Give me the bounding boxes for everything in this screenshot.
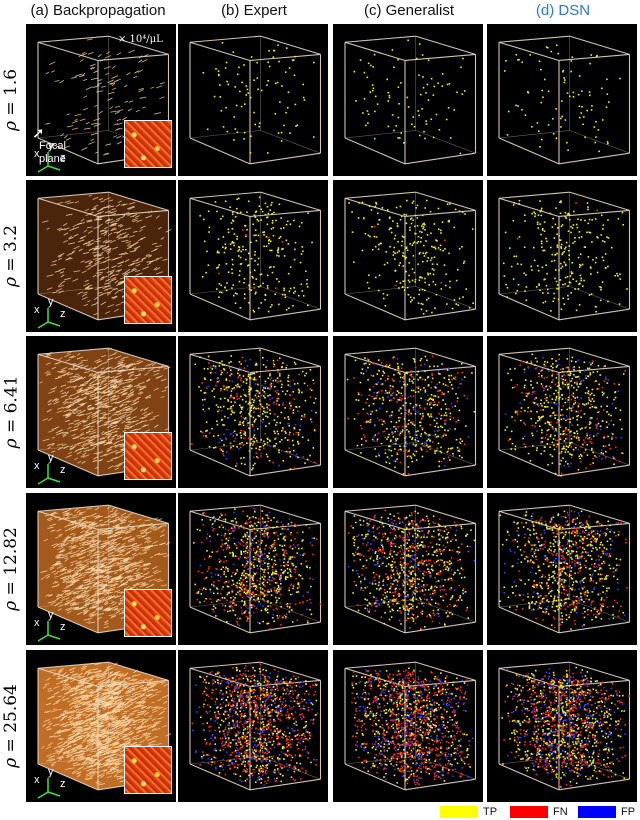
panel-generalist-row-2 [333,180,483,332]
legend-tp-swatch [440,806,478,818]
axis-x-label: x [34,304,40,316]
focal-plane-inset [124,120,172,168]
axis-triad [37,621,61,642]
legend-fp-label: FP [621,806,636,818]
panel-generalist-row-3 [333,336,483,488]
panel-dsn-row-3 [487,336,637,488]
panel-expert-row-1 [178,24,328,176]
volume-render [189,504,322,634]
panel-generalist-row-4 [333,493,483,645]
row-label-3: ρ = 6.41 [1,375,22,449]
column-header-backpropagation: (a) Backpropagation [30,2,166,19]
axis-z-label: z [60,464,66,476]
volume-render [498,661,631,791]
volume-render [344,191,477,321]
panel-expert-row-2 [178,180,328,332]
panel-expert-row-4 [178,493,328,645]
legend-fp-swatch [578,806,616,818]
row-label-1: ρ = 1.6 [1,68,22,132]
panel-generalist-row-5 [333,650,483,802]
panel-expert-row-3 [178,336,328,488]
density-unit: × 10⁴/μL [118,34,163,45]
panel-generalist-row-1 [333,24,483,176]
legend-fn-label: FN [553,806,568,818]
axis-z-label: z [60,308,66,320]
panel-dsn-row-1 [487,24,637,176]
row-label-5: ρ = 25.64 [1,684,22,768]
axis-z-label: z [60,152,66,164]
axis-x-label: x [34,148,40,160]
axis-z-label: z [60,778,66,790]
volume-render [189,191,322,321]
axis-y-label: y [48,296,54,308]
focal-plane-inset [124,746,172,794]
panel-expert-row-5 [178,650,328,802]
legend-fp: FP [578,805,635,819]
volume-render [498,191,631,321]
row-label-2: ρ = 3.2 [1,224,22,288]
panel-dsn-row-2 [487,180,637,332]
axis-y-label: y [48,140,54,152]
volume-render [37,35,170,165]
column-header-dsn: (d) DSN [535,2,591,19]
column-header-generalist: (c) Generalist [363,2,455,19]
volume-render [344,504,477,634]
axis-x-label: x [34,774,40,786]
volume-render [344,661,477,791]
panel-dsn-row-4 [487,493,637,645]
axis-z-label: z [60,621,66,633]
volume-render [344,347,477,477]
volume-render [498,347,631,477]
axis-triad [37,152,61,173]
axis-y-label: y [48,609,54,621]
legend-tp: TP [440,805,497,819]
axis-y-label: y [48,452,54,464]
legend-tp-label: TP [483,806,498,818]
volume-render [189,661,322,791]
focal-plane-label: Focal plane [39,140,66,165]
legend-fn: FN [510,805,568,819]
column-header-expert: (b) Expert [221,2,287,19]
volume-render [189,35,322,165]
axis-x-label: x [34,460,40,472]
panel-backpropagation-row-1: x y z × 10⁴/μL ➚ Focal plane [26,24,176,176]
volume-render [189,347,322,477]
focal-plane-inset [124,589,172,637]
row-label-4: ρ = 12.82 [1,527,22,611]
legend-fn-swatch [510,806,548,818]
volume-render [344,35,477,165]
volume-render [498,504,631,634]
axis-triad [37,778,61,799]
focal-plane-inset [124,276,172,324]
axis-y-label: y [48,766,54,778]
volume-render [498,35,631,165]
panel-dsn-row-5 [487,650,637,802]
focal-arrow-icon: ➚ [32,125,45,142]
axis-x-label: x [34,617,40,629]
axis-triad [37,464,61,485]
focal-plane-inset [124,432,172,480]
axis-triad [37,308,61,329]
